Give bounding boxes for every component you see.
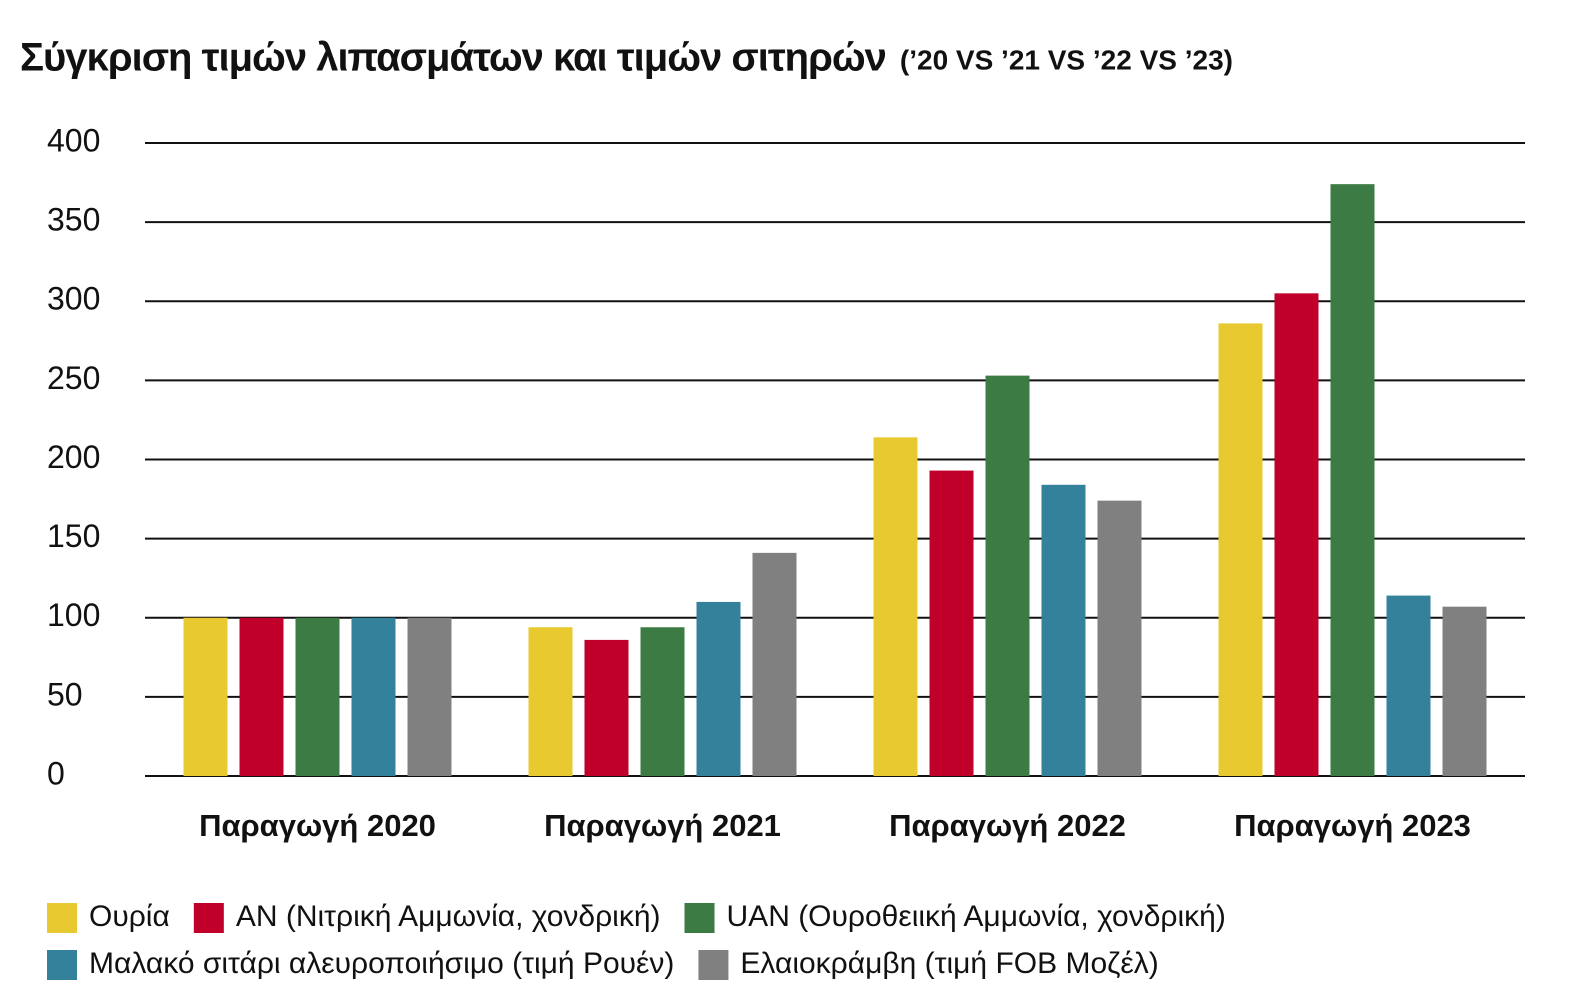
legend-label: Ουρία <box>89 900 170 933</box>
chart-subtitle: (’20 VS ’21 VS ’22 VS ’23) <box>900 44 1233 75</box>
y-tick-label: 150 <box>47 518 100 554</box>
legend-swatch <box>47 950 77 980</box>
bar <box>351 617 396 776</box>
legend-swatch <box>193 903 224 933</box>
y-tick-label: 250 <box>47 360 100 396</box>
legend-swatch <box>684 903 715 933</box>
bar <box>1041 484 1086 776</box>
y-tick-label: 100 <box>47 597 100 633</box>
x-tick-label: Παραγωγή 2021 <box>544 808 781 843</box>
bar <box>696 601 741 776</box>
bar <box>1442 606 1487 776</box>
bar <box>1274 293 1319 776</box>
y-tick-label: 350 <box>47 202 100 238</box>
bar <box>985 375 1030 776</box>
bar <box>584 639 629 776</box>
bar <box>1218 323 1263 776</box>
y-tick-label: 400 <box>47 122 100 158</box>
bar <box>873 437 918 776</box>
x-tick-label: Παραγωγή 2023 <box>1234 808 1471 843</box>
bar <box>183 617 228 776</box>
bar <box>295 617 340 776</box>
legend-swatch <box>47 903 77 933</box>
y-tick-label: 50 <box>47 676 83 712</box>
bar <box>1097 500 1142 776</box>
legend-label: Ελαιοκράμβη (τιμή FOB Μοζέλ) <box>740 947 1158 980</box>
x-tick-label: Παραγωγή 2020 <box>199 808 436 843</box>
bar <box>929 470 974 776</box>
bar <box>528 627 573 776</box>
y-tick-label: 300 <box>47 281 100 317</box>
bar <box>1386 595 1431 776</box>
legend-swatch <box>698 950 729 980</box>
bar <box>640 627 685 776</box>
legend-label: Μαλακό σιτάρι αλευροποιήσιμο (τιμή Ρουέν… <box>89 947 674 980</box>
legend-label: AN (Νιτρική Αμμωνία, χονδρική) <box>236 900 661 933</box>
bar <box>1330 184 1375 776</box>
legend-label: UAN (Ουροθειική Αμμωνία, χονδρική) <box>727 900 1226 933</box>
y-tick-label: 0 <box>47 755 65 791</box>
bar <box>239 617 284 776</box>
y-tick-label: 200 <box>47 439 100 475</box>
bar <box>752 552 797 776</box>
bar <box>407 617 452 776</box>
chart-title: Σύγκριση τιμών λιπασμάτων και τιμών σιτη… <box>20 36 886 80</box>
x-tick-label: Παραγωγή 2022 <box>889 808 1126 843</box>
